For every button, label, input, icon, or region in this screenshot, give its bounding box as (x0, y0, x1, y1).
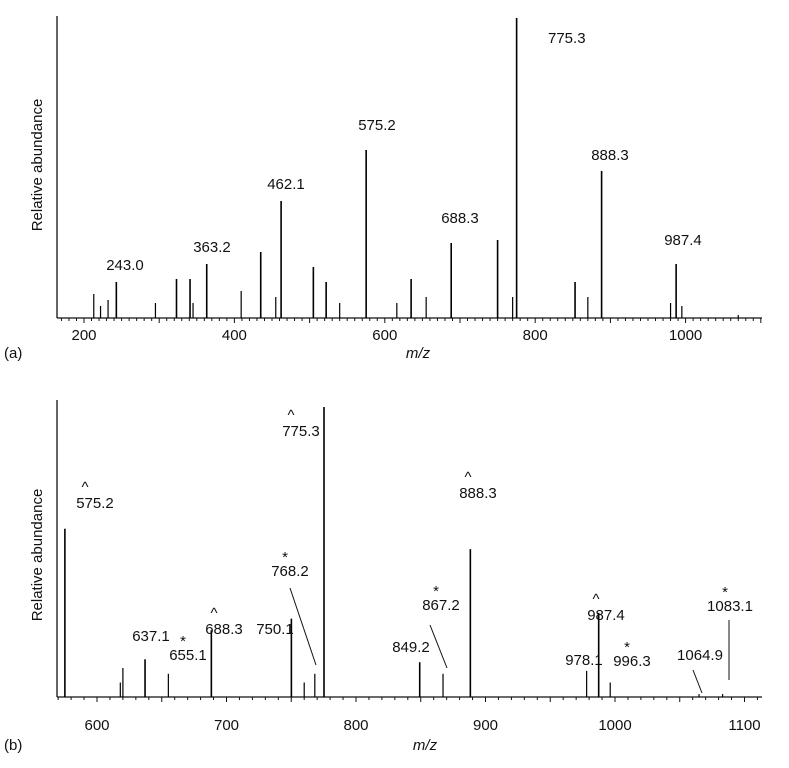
asterisk-marker: * (433, 583, 439, 600)
panel-b: Relative abundance m/z (b) 600 700 800 900 1… (4, 400, 762, 754)
peak-label: 987.4 (587, 607, 625, 624)
leader-line (692, 669, 703, 694)
caret-marker: ^ (464, 469, 471, 486)
peak-label: 1083.1 (707, 598, 753, 615)
peak-label: 775.3 (548, 30, 586, 47)
x-tick-label: 600 (84, 717, 109, 734)
asterisk-marker: * (722, 584, 728, 601)
peak-label: 1064.9 (677, 647, 723, 664)
caret-marker: ^ (81, 479, 88, 496)
peak-label: 996.3 (613, 653, 651, 670)
x-tick-label: 400 (222, 327, 247, 344)
leader-line (289, 587, 317, 666)
peak-label: 462.1 (267, 176, 305, 193)
peak-label: 987.4 (664, 232, 702, 249)
panel-label-b: (b) (4, 737, 22, 754)
x-axis-label-b: m/z (413, 737, 438, 754)
caret-marker: ^ (210, 605, 217, 622)
asterisk-marker: * (624, 639, 630, 656)
peak-label: 888.3 (459, 485, 497, 502)
x-tick-label: 1000 (669, 327, 702, 344)
y-axis-label-a: Relative abundance (29, 99, 46, 232)
panel-a: Relative abundance m/z (a) 200 400 600 800 1… (4, 16, 762, 362)
leader-line (429, 624, 448, 669)
x-tick-label: 200 (71, 327, 96, 344)
panel-label-a: (a) (4, 345, 22, 362)
peak-label: 750.1 (256, 621, 294, 638)
x-tick-label: 800 (523, 327, 548, 344)
asterisk-marker: * (180, 633, 186, 650)
y-axis-label-b: Relative abundance (29, 489, 46, 622)
peak-label: 978.1 (565, 652, 603, 669)
peak-label: 688.3 (441, 210, 479, 227)
peak-label: 575.2 (76, 495, 114, 512)
asterisk-marker: * (282, 549, 288, 566)
x-axis-label-a: m/z (406, 345, 431, 362)
peak-label: 768.2 (271, 563, 309, 580)
peak-label: 688.3 (205, 621, 243, 638)
peak-label: 849.2 (392, 639, 430, 656)
x-tick-label: 1000 (598, 717, 631, 734)
x-tick-label: 800 (343, 717, 368, 734)
peak-label: 775.3 (282, 423, 320, 440)
peak-label: 637.1 (132, 628, 170, 645)
x-tick-label: 900 (473, 717, 498, 734)
peak-label: 243.0 (106, 257, 144, 274)
peak-label: 575.2 (358, 117, 396, 134)
x-tick-label: 1100 (728, 717, 760, 734)
peak-label: 655.1 (169, 647, 207, 664)
x-tick-label: 600 (372, 327, 397, 344)
peak-label: 363.2 (193, 239, 231, 256)
caret-marker: ^ (592, 591, 599, 608)
x-tick-label: 700 (214, 717, 239, 734)
caret-marker: ^ (287, 407, 294, 424)
peak-label: 888.3 (591, 147, 629, 164)
peak-label: 867.2 (422, 597, 460, 614)
